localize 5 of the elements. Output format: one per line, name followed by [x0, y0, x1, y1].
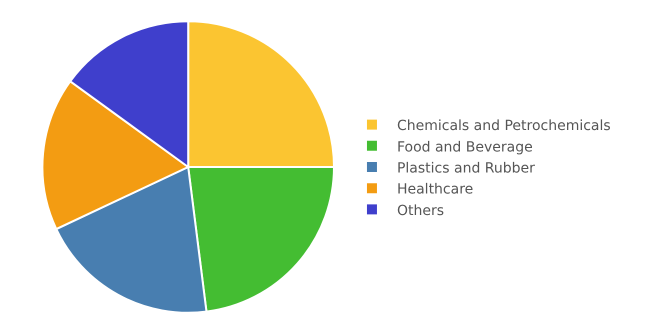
legend-label: Food and Beverage: [396, 139, 533, 156]
legend-label: Others: [396, 202, 444, 219]
legend-label: Healthcare: [396, 182, 474, 198]
legend-label: Chemicals and Petrochemicals: [396, 118, 611, 134]
legend-label: Plastics and Rubber: [396, 160, 536, 176]
